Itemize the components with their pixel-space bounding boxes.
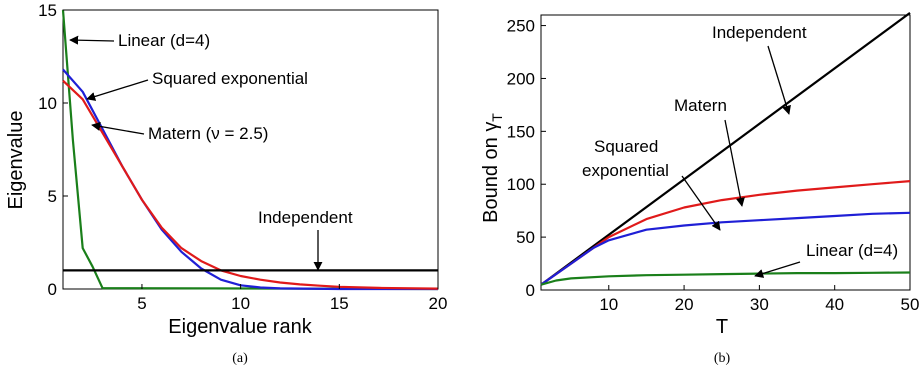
annotation-sqexp-a: Squared exponential [152,69,308,88]
panel-a: 5 10 15 20 0 5 10 15 Eigenvalue rank Eigenvalue… [5,1,447,366]
y-tick-label: 150 [507,122,535,141]
x-tick-label: 5 [137,294,146,313]
annotation-linear-b: Linear (d=4) [806,241,898,260]
annotation-arrow-matern-a [91,121,145,135]
x-tick-label: 10 [231,294,250,313]
annotation-arrow-sqexp-a [86,79,149,101]
series-group-a [61,9,439,291]
y-tick-label: 50 [516,228,535,247]
y-tick-label: 0 [48,280,57,299]
series-line-linear-d-4 [540,271,911,286]
annotation-arrow-linear-b [754,261,801,278]
y-tick-label: 200 [507,69,535,88]
annotation-independent-a: Independent [258,208,353,227]
series-line-squared-exponential [540,211,911,286]
annotation-arrow-matern-b [724,119,745,207]
annotation-independent-b: Independent [712,23,807,42]
series-line-matern [540,180,911,286]
annotation-sqexp-b-line1: Squared [594,137,658,156]
tick-group-b: 10 20 30 40 50 0 50 100 150 200 250 [507,17,920,314]
y-tick-label: 10 [38,94,57,113]
tick-group-a: 5 10 15 20 0 5 10 15 [38,1,447,313]
annotation-sqexp-b-line2: exponential [582,161,669,180]
x-tick-label: 15 [330,294,349,313]
plot-frame-b [540,14,911,291]
x-axis-label-a: Eigenvalue rank [168,316,312,338]
annotation-matern-a: Matern (ν = 2.5) [148,124,268,143]
annotation-arrow-independent-b [767,45,791,115]
y-axis-label-a: Eigenvalue [5,111,27,210]
caption-a: (a) [232,351,248,366]
y-tick-label: 250 [507,17,535,36]
x-tick-label: 40 [825,295,844,314]
series-line-matern-2-5 [62,79,439,290]
x-axis-label-b: T [716,316,728,338]
y-tick-label: 15 [38,1,57,20]
x-tick-label: 10 [599,295,618,314]
annotation-matern-b: Matern [674,96,727,115]
x-tick-label: 20 [675,295,694,314]
y-tick-label: 100 [507,175,535,194]
x-tick-label: 30 [750,295,769,314]
series-group-b [540,12,911,286]
annotation-linear-a: Linear (d=4) [118,31,210,50]
x-tick-label: 50 [901,295,920,314]
series-line-linear-d-4 [61,9,439,291]
series-line-squared-exponential [62,68,438,291]
y-tick-label: 0 [526,281,535,300]
annotation-arrow-linear-a [69,35,115,45]
series-line-independent [540,12,911,286]
annotation-arrow-sqexp-b [681,175,721,231]
y-axis-label-b: Bound on γT [480,113,505,223]
plot-frame-a [62,9,439,290]
x-tick-label: 20 [429,294,448,313]
caption-b: (b) [714,351,731,366]
y-tick-label: 5 [48,187,57,206]
